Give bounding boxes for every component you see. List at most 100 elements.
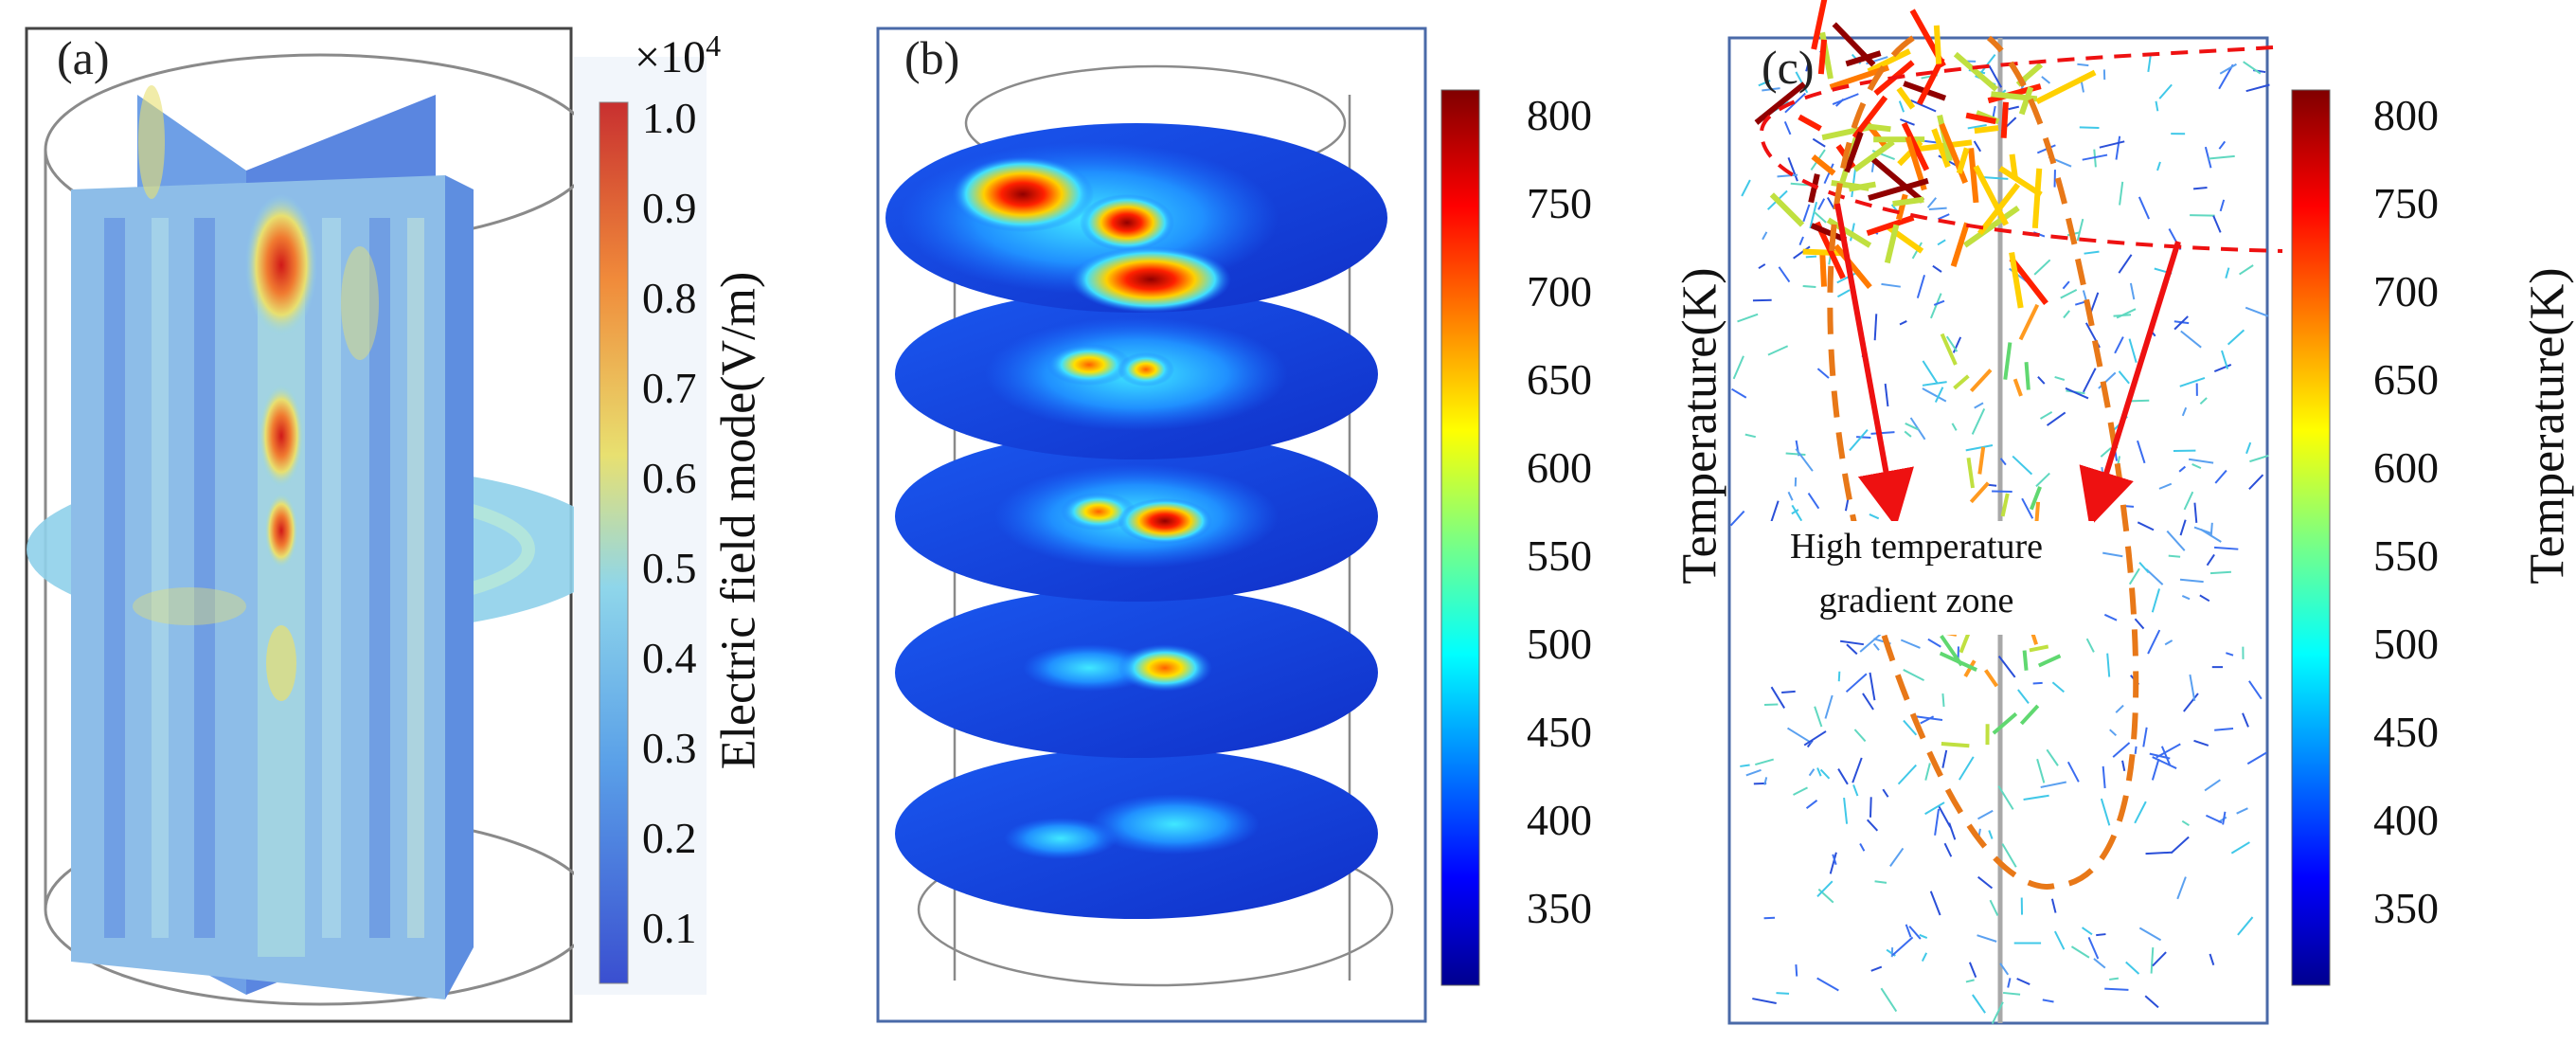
velocity-arrow — [1816, 368, 1830, 379]
velocity-arrow-hot — [1896, 86, 1916, 110]
velocity-arrow — [1951, 423, 1958, 431]
velocity-arrow — [2066, 761, 2080, 783]
velocity-arrow — [1856, 436, 1871, 440]
velocity-arrow — [1843, 797, 1849, 824]
velocity-arrow — [2242, 712, 2249, 728]
velocity-arrow — [1814, 706, 1823, 728]
velocity-arrow — [1737, 313, 1759, 323]
velocity-arrow — [2164, 639, 2174, 646]
velocity-arrow — [1816, 767, 1822, 777]
velocity-arrow — [1819, 768, 1831, 780]
velocity-arrow — [1922, 387, 1947, 403]
velocity-arrow — [1824, 694, 1834, 719]
velocity-arrow — [1826, 196, 1835, 210]
velocity-arrow — [2179, 376, 2206, 387]
velocity-arrow — [2036, 758, 2046, 783]
velocity-arrow — [1897, 764, 1917, 785]
velocity-arrow — [1849, 428, 1869, 452]
velocity-arrow — [2037, 376, 2046, 385]
velocity-arrow — [1941, 693, 1945, 707]
velocity-arrow — [2137, 440, 2146, 464]
colorbar-tick: 600 — [2373, 443, 2439, 492]
velocity-arrow — [1823, 163, 1834, 185]
velocity-arrow — [1905, 423, 1919, 431]
velocity-arrow — [1817, 198, 1826, 210]
velocity-arrow-hot — [1871, 157, 1924, 204]
velocity-arrow-hot — [2009, 252, 2024, 309]
colorbar-tick: 400 — [1527, 796, 1592, 844]
velocity-arrow — [1839, 639, 1865, 646]
velocity-arrow — [2209, 570, 2231, 575]
velocity-arrow — [1793, 786, 1808, 796]
panel-label-c: (c) — [1762, 41, 1815, 94]
velocity-arrow — [1767, 345, 1789, 356]
velocity-arrow — [1974, 402, 1984, 409]
colorbar-temp-c-title: Temperature(K) — [2520, 267, 2575, 585]
colorbar-electric-multiplier: ×104 — [635, 28, 722, 82]
colorbar-tick: 350 — [2373, 884, 2439, 932]
velocity-arrow — [2239, 264, 2254, 276]
velocity-arrow-mid — [2019, 704, 2040, 726]
colorbar-tick: 0.1 — [642, 904, 697, 952]
panel-c — [1727, 0, 2283, 1025]
velocity-arrow — [1795, 448, 1814, 472]
velocity-arrow — [1762, 87, 1780, 92]
velocity-arrow — [2134, 746, 2138, 754]
velocity-arrow — [1967, 124, 1987, 130]
velocity-arrow — [1992, 490, 2012, 494]
velocity-arrow — [2193, 739, 2209, 747]
velocity-arrow-hot — [1884, 224, 1900, 264]
velocity-arrow — [1859, 633, 1882, 653]
velocity-arrow — [2142, 727, 2148, 747]
velocity-arrow — [1837, 768, 1849, 785]
velocity-arrow — [2077, 63, 2089, 67]
velocity-arrow — [1927, 638, 1941, 648]
velocity-arrow — [1835, 98, 1845, 107]
colorbar-tick: 450 — [2373, 708, 2439, 756]
velocity-arrow — [2016, 978, 2030, 985]
velocity-arrow — [2109, 729, 2118, 737]
colorbar-tick: 550 — [2373, 531, 2439, 580]
velocity-arrow — [1732, 355, 1744, 380]
velocity-arrow — [2099, 140, 2125, 149]
colorbar-tick: 0.9 — [642, 184, 697, 232]
velocity-arrow — [2060, 289, 2078, 299]
velocity-arrow — [2209, 953, 2215, 965]
velocity-arrow — [2204, 779, 2221, 792]
velocity-arrow — [1836, 289, 1851, 298]
velocity-arrow — [2209, 154, 2235, 160]
velocity-arrow — [1866, 819, 1879, 832]
velocity-arrow — [2188, 458, 2214, 464]
velocity-arrow — [2178, 465, 2187, 473]
velocity-arrow — [1889, 847, 1905, 867]
velocity-arrow-mid — [2024, 362, 2030, 390]
velocity-arrow — [1900, 639, 1921, 649]
velocity-arrow — [1899, 320, 1907, 326]
velocity-arrow — [1938, 213, 1950, 221]
velocity-arrow-hot — [1956, 147, 1970, 174]
velocity-arrow-hot — [1848, 181, 1876, 192]
velocity-arrow-hot — [1933, 25, 1942, 64]
velocity-arrow — [2152, 951, 2167, 967]
velocity-arrow-hot — [1769, 192, 1805, 227]
colorbar-tick: 750 — [1527, 179, 1592, 227]
velocity-arrow — [1853, 729, 1867, 743]
velocity-arrow — [2054, 375, 2066, 381]
velocity-arrow — [2137, 521, 2155, 531]
velocity-arrow — [1798, 236, 1804, 245]
velocity-arrow — [1807, 493, 1820, 510]
velocity-arrow — [1945, 335, 1959, 352]
velocity-arrow-mid — [1953, 374, 1970, 390]
velocity-arrow — [2155, 100, 2159, 112]
velocity-arrow — [1837, 671, 1841, 682]
velocity-arrow — [2152, 756, 2177, 769]
velocity-arrow — [2017, 689, 2030, 704]
velocity-arrow — [2040, 781, 2067, 788]
velocity-arrow — [1813, 210, 1827, 224]
velocity-arrow — [1846, 643, 1858, 656]
colorbar-tick: 0.5 — [642, 544, 697, 592]
velocity-arrow — [2191, 463, 2202, 470]
colorbar-temp-b-title: Temperature(K) — [1673, 267, 1727, 585]
velocity-arrow — [1952, 336, 1962, 353]
velocity-arrow — [2225, 267, 2230, 279]
